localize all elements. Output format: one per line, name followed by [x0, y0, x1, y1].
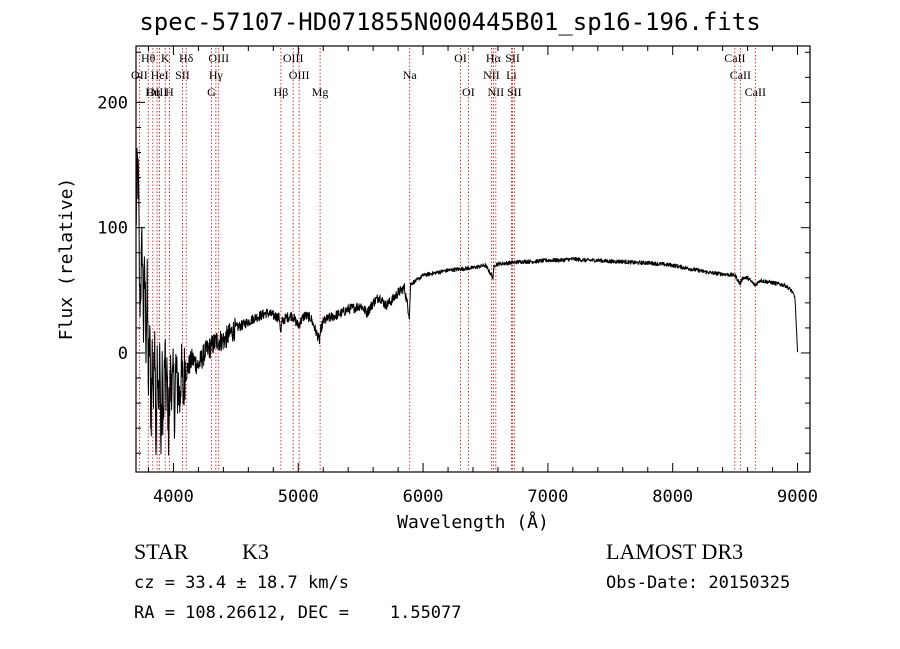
- spectral-subclass: K3: [242, 539, 269, 564]
- redshift-cz: cz = 33.4 ± 18.7 km/s: [134, 573, 349, 593]
- series-layer: [135, 147, 798, 456]
- x-tick-label: 7000: [527, 487, 568, 507]
- line-marker-label: OIII: [147, 85, 168, 99]
- line-markers: [138, 48, 756, 471]
- y-tick-label: 200: [97, 93, 128, 113]
- line-marker-label: OIII: [289, 68, 310, 82]
- line-marker-label: OIII: [283, 51, 304, 65]
- line-marker-label: Hθ: [141, 51, 156, 65]
- chart-title: spec-57107-HD071855N000445B01_sp16-196.f…: [139, 8, 761, 36]
- line-marker-label: CaII: [730, 68, 751, 82]
- x-axis-label: Wavelength (Å): [397, 511, 549, 533]
- line-marker-label: SII: [507, 85, 522, 99]
- y-axis-label: Flux (relative): [56, 178, 77, 341]
- x-tick-label: 8000: [652, 487, 693, 507]
- line-marker-label: H: [165, 85, 174, 99]
- axis-ticks: 4000 5000 6000 7000 8000 9000 0 100 200: [97, 46, 818, 507]
- line-marker-label: OI: [462, 85, 475, 99]
- line-marker-label: Hα: [486, 51, 502, 65]
- line-marker-label: Hγ: [209, 68, 224, 82]
- y-tick-label: 0: [118, 344, 128, 364]
- line-marker-label: SII: [505, 51, 520, 65]
- ra-dec-coordinates: RA = 108.26612, DEC = 1.55077: [134, 603, 462, 623]
- line-marker-label: OII: [131, 68, 148, 82]
- line-marker-label: Li: [506, 68, 517, 82]
- series-line-flux: [135, 147, 798, 456]
- line-marker-label: OI: [454, 51, 467, 65]
- x-tick-label: 4000: [153, 487, 194, 507]
- line-marker-label: SII: [175, 68, 190, 82]
- line-marker-label: HeI: [151, 68, 169, 82]
- line-marker-label: Mg: [312, 85, 329, 99]
- x-tick-label: 6000: [403, 487, 444, 507]
- survey-name: LAMOST DR3: [606, 539, 744, 564]
- line-marker-label: Hη: [145, 85, 160, 99]
- star-class: STAR: [134, 539, 189, 564]
- plot-frame: [135, 45, 811, 473]
- line-marker-label: CaII: [745, 85, 766, 99]
- line-marker-label: NII: [483, 68, 500, 82]
- observation-date: Obs-Date: 20150325: [606, 573, 791, 593]
- line-marker-label: CaII: [724, 51, 745, 65]
- line-marker-label: NII: [488, 85, 505, 99]
- line-marker-label: Hβ: [274, 85, 289, 99]
- y-tick-label: 100: [97, 219, 128, 239]
- line-marker-label: K: [161, 51, 170, 65]
- x-tick-label: 9000: [777, 487, 818, 507]
- line-marker-label: Hδ: [179, 51, 194, 65]
- line-marker-label: Na: [403, 68, 418, 82]
- x-tick-label: 5000: [278, 487, 319, 507]
- line-marker-label: G: [207, 85, 216, 99]
- line-marker-label: OIII: [208, 51, 229, 65]
